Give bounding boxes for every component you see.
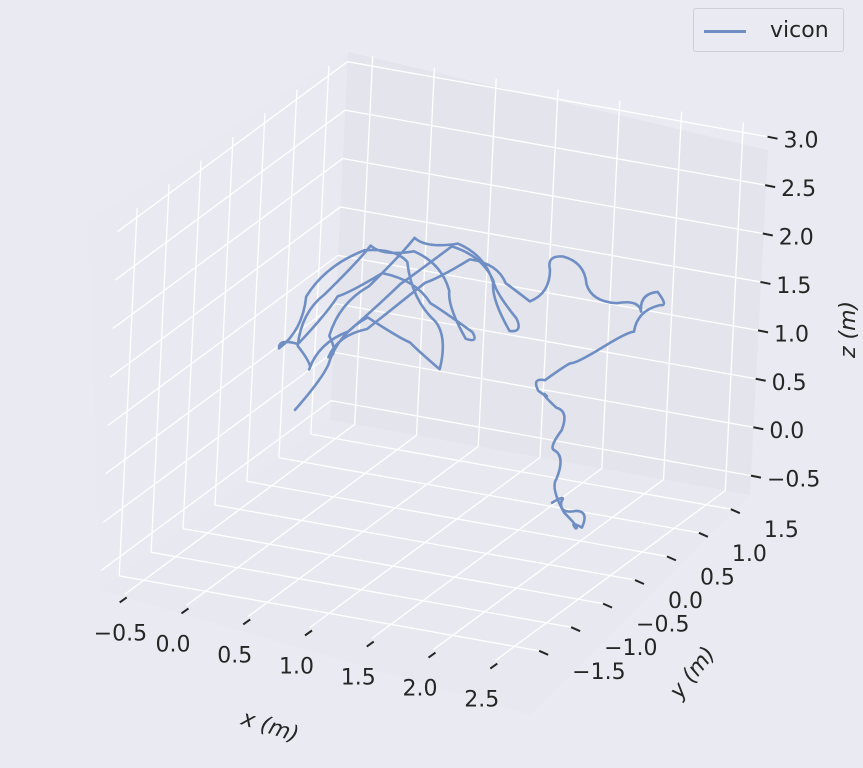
y-tick-label: 0.0 [668, 589, 703, 614]
grid-line-left-y [182, 160, 202, 529]
x-tick-labels: −0.5 0.0 0.5 1.0 1.5 2.0 2.5 [94, 621, 500, 712]
grid-line-floor-y [246, 480, 668, 558]
grid-line-back-x [477, 78, 497, 447]
grid-line-left-z [114, 109, 346, 281]
grid-line-back-z [330, 399, 752, 477]
left-pane [88, 52, 348, 590]
z-tick-label: 1.0 [774, 322, 809, 347]
series-group [277, 236, 666, 530]
grid-line-back-x [724, 122, 744, 491]
grid-line-floor-y [119, 575, 540, 652]
x-tick-label: 2.0 [403, 677, 438, 702]
y-tick [602, 602, 613, 609]
grid-line-left-z [100, 400, 332, 572]
y-tick [730, 508, 741, 515]
z-tick [750, 474, 762, 479]
grid-line-back-x [662, 111, 683, 480]
grid-line-back-x [601, 100, 621, 469]
y-tick [538, 649, 549, 656]
grid-line-left-z [117, 61, 348, 233]
y-tick-label: 1.5 [764, 518, 799, 543]
z-tick [762, 232, 773, 237]
x-tick [180, 607, 190, 615]
grid-line-floor-y [214, 504, 636, 581]
z-tick-label: 1.5 [776, 274, 811, 299]
y-tick [698, 531, 709, 538]
grid-line-left-z [102, 351, 334, 523]
y-tick-label: 1.0 [732, 542, 767, 567]
grid-line-left-y [246, 113, 266, 482]
grid-line-back-z [342, 157, 763, 235]
x-tick [242, 618, 251, 626]
z-tick [757, 329, 769, 334]
grid-line-left-z [107, 254, 339, 426]
grid-line-left-z [112, 158, 344, 330]
grid-line-back-z [340, 206, 761, 283]
grid-line-left-z [105, 303, 337, 475]
floor-pane [100, 420, 750, 715]
grid-line-left-y [214, 136, 234, 506]
y-tick-label: −0.5 [636, 613, 689, 638]
x-axis-label: x (m) [237, 706, 301, 748]
tick-marks [119, 135, 778, 670]
y-tick [666, 555, 677, 562]
x-tick [427, 651, 437, 659]
z-tick [753, 426, 764, 431]
grid-line-back-z [347, 61, 768, 138]
grid-line-floor-y [182, 527, 604, 605]
z-tick-label: 2.0 [779, 226, 814, 251]
grid-line-floor-y [310, 433, 731, 510]
grid-lines [100, 56, 768, 662]
x-tick [119, 596, 128, 604]
x-tick [366, 640, 375, 648]
grid-line-left-y [278, 89, 298, 458]
z-tick-label: 3.0 [784, 129, 819, 154]
y-tick-label: −1.5 [572, 660, 625, 685]
grid-line-back-z [333, 351, 754, 428]
z-tick-labels: −0.5 0.0 0.5 1.0 1.5 2.0 2.5 3.0 [767, 129, 820, 493]
y-tick-label: −1.0 [604, 636, 657, 661]
z-axis-label: z (m) [836, 301, 861, 359]
z-tick-label: −0.5 [767, 468, 820, 493]
x-tick-label: 0.5 [217, 643, 252, 668]
y-tick [634, 579, 645, 585]
y-axis-label: y (m) [664, 642, 720, 704]
series-line-vicon [277, 236, 666, 530]
z-tick-label: 2.5 [781, 177, 816, 202]
grid-line-back-x [354, 56, 374, 425]
y-tick-labels: −1.5−1.0−0.50.00.51.01.5 [572, 518, 799, 685]
legend-label: vicon [770, 18, 829, 43]
z-tick [767, 135, 778, 140]
y-tick [570, 626, 581, 633]
z-tick [764, 184, 776, 189]
legend: vicon [693, 8, 844, 52]
x-tick [304, 629, 313, 637]
x-tick-label: −0.5 [94, 621, 147, 646]
grid-line-left-y [150, 184, 170, 553]
grid-line-left-y [118, 207, 138, 576]
grid-line-back-x [415, 67, 436, 436]
x-tick-label: 1.0 [279, 655, 314, 680]
grid-line-left-z [110, 206, 341, 378]
x-tick-label: 0.0 [155, 632, 190, 657]
chart-panes [88, 52, 768, 715]
z-tick-label: 0.0 [769, 419, 804, 444]
legend-line-swatch [704, 30, 746, 33]
z-tick-label: 0.5 [772, 371, 807, 396]
grid-line-left-y [310, 66, 330, 435]
grid-line-back-z [345, 109, 766, 186]
x-tick-label: 1.5 [341, 666, 376, 691]
grid-line-back-z [335, 303, 756, 380]
grid-line-floor-y [150, 551, 572, 628]
x-tick-label: 2.5 [464, 688, 499, 713]
y-tick-label: 0.5 [700, 565, 735, 590]
x-tick [489, 662, 498, 670]
grid-line-floor-y [278, 457, 700, 534]
z-tick [755, 377, 766, 382]
z-tick [760, 280, 771, 285]
